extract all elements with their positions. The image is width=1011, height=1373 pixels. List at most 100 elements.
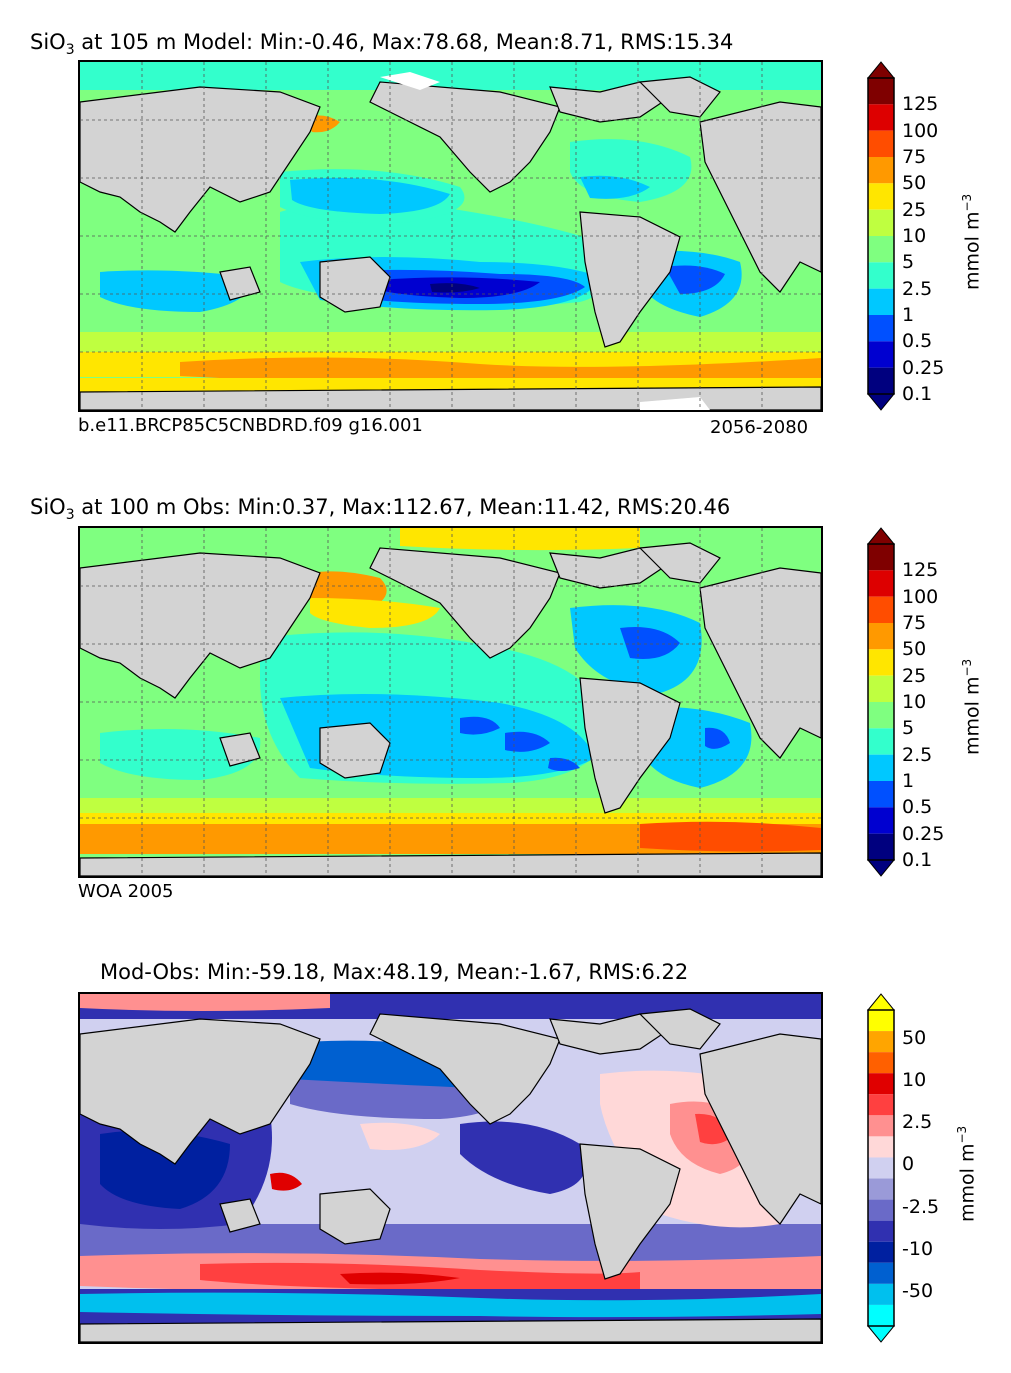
colorbar-block [868,236,894,263]
colorbar-block [868,1262,894,1284]
panel1-eurasia-east [80,86,321,233]
panel3-colorbar-unit: mmol m−3 [955,1126,978,1222]
colorbar-block [868,157,894,184]
colorbar-tick-label: 75 [902,145,927,168]
panel1-colorbar-blocks [868,78,894,394]
panel2-canada-arctic [549,547,672,589]
colorbar-block [868,570,894,597]
panel1-antarctica [80,386,821,410]
colorbar-block [868,1220,894,1242]
panel1-map-svg [80,62,821,410]
colorbar-block [868,1241,894,1263]
colorbar-block [868,367,894,394]
colorbar-tick-label: 2.5 [902,743,933,766]
panel2-africa-europe [699,567,821,759]
colorbar-tick-label: 2.5 [902,1111,933,1134]
panel1-unit-exp: −3 [960,193,974,212]
colorbar-block [868,262,894,289]
panel3-map-svg [80,994,821,1342]
panel2-south-america [579,677,681,814]
panel2-title-stats: at 100 m Obs: Min:0.37, Max:112.67, Mean… [74,495,731,519]
colorbar-block [868,596,894,623]
panel2-gridlines [80,528,821,876]
panel2-satl-core [705,727,730,749]
colorbar-block [868,1304,894,1326]
panel2-australia [319,722,391,779]
colorbar-tick-label: 125 [902,93,939,116]
colorbar-tick-label: 0.1 [902,382,933,405]
panel1-southern-orange [180,357,821,383]
panel1-arctic [80,62,821,90]
panel2-antarctica [80,852,821,876]
panel3-colorbar-min-arrow [866,1325,896,1343]
panel1-title-species: SiO [30,30,66,54]
colorbar-tick-label: 10 [902,690,927,713]
panel1-title: SiO3 at 105 m Model: Min:-0.46, Max:78.6… [30,30,733,58]
panel3-antarctica [80,1318,821,1342]
colorbar-tick-label: 25 [902,664,927,687]
panel3-colorbar-frame [867,1009,895,1327]
panel3-colorbar-svg [866,993,896,1343]
colorbar-tick-label: 125 [902,559,939,582]
panel2-natl-core [620,627,680,659]
panel1-africa-europe [699,101,821,293]
panel3-unit-text: mmol m [956,1143,979,1222]
panel1-colorbar-frame [867,77,895,395]
panel1-colorbar-unit: mmol m−3 [960,194,983,290]
colorbar-block [868,1178,894,1200]
colorbar-block [868,1157,894,1179]
panel2-indian [100,729,261,780]
colorbar-tick-label: 0.1 [902,848,933,871]
panel2-pacific-blob3 [548,757,580,771]
colorbar-block [868,649,894,676]
panel3-greenland [638,1008,721,1050]
panel1-unit-text: mmol m [961,211,984,290]
panel3-eurasia-east [80,1018,321,1165]
colorbar-block [868,623,894,650]
panel1-ice2 [640,397,710,410]
colorbar-block [868,807,894,834]
panel1-north-america [369,81,561,193]
panel2-colorbar-frame [867,543,895,861]
colorbar-block [868,104,894,131]
panel1-indian [100,270,251,312]
panel2-colorbar-svg [866,527,896,877]
panel1-australia [319,256,391,313]
panel2-map [78,526,823,878]
panel2-map-svg [80,528,821,876]
panel1-south-america [579,211,681,348]
colorbar-tick-label: 0.5 [902,796,933,819]
colorbar-block [868,1010,894,1032]
panel3-unit-exp: −3 [955,1125,969,1144]
colorbar-tick-label: -2.5 [902,1195,940,1218]
panel1-natl-core [580,175,650,199]
colorbar-tick-label: 10 [902,224,927,247]
panel1-colorbar-svg [866,61,896,411]
colorbar-tick-label: 5 [902,717,915,740]
panel3-pac-pink [360,1122,440,1150]
panel3-indian-core [100,1130,230,1209]
colorbar-tick-label: 0.25 [902,822,945,845]
panel2-pacific-blob1 [460,716,500,735]
panel1-title-subscript: 3 [65,42,75,59]
panel2-pacific-blob2 [505,731,550,752]
colorbar-tick-label: 0 [902,1153,915,1176]
panel2-indo [219,732,261,767]
panel2-unit-text: mmol m [961,676,984,755]
colorbar-block [868,1052,894,1074]
colorbar-block [868,209,894,236]
colorbar-tick-label: -50 [902,1279,934,1302]
panel2-continents [80,542,821,876]
panel3-north-america [369,1013,561,1125]
panel1-canada-arctic [549,81,672,123]
panel2-colorbar-max-arrow [866,527,896,545]
panel1-case-name: b.e11.BRCP85C5CNBDRD.f09 g16.001 [78,415,423,436]
colorbar-tick-label: 100 [902,119,939,142]
panel1-years: 2056-2080 [710,417,809,438]
colorbar-tick-label: 0.25 [902,356,945,379]
panel3-epac-blue [460,1121,586,1194]
panel1-map [78,60,823,412]
panel3-africa-europe [699,1033,821,1225]
panel2-arctic-yellow [400,528,640,551]
panel3-indo-red [270,1172,302,1191]
